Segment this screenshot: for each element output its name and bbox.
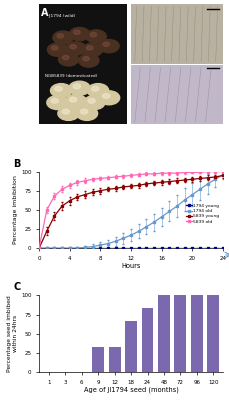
Bar	[131, 65, 222, 124]
Circle shape	[83, 96, 104, 110]
Bar	[92, 347, 104, 372]
Circle shape	[57, 34, 63, 38]
Circle shape	[53, 31, 73, 44]
Text: A: A	[41, 8, 48, 18]
Bar	[39, 4, 127, 124]
Bar	[141, 308, 153, 372]
Circle shape	[87, 98, 95, 103]
Circle shape	[62, 109, 69, 114]
Circle shape	[91, 86, 98, 91]
X-axis label: Age of JI1794 seed (months): Age of JI1794 seed (months)	[83, 387, 178, 393]
Text: B: B	[13, 158, 21, 168]
Circle shape	[51, 46, 58, 50]
Circle shape	[82, 43, 102, 56]
Circle shape	[50, 84, 71, 98]
Circle shape	[103, 42, 109, 46]
Circle shape	[86, 30, 106, 43]
Bar	[108, 347, 120, 372]
Bar	[125, 321, 136, 372]
Legend: 1794 young, 1794 old, 5839 young, 5839 old: 1794 young, 1794 old, 5839 young, 5839 o…	[184, 202, 220, 225]
Circle shape	[69, 81, 90, 95]
Circle shape	[62, 55, 69, 60]
Circle shape	[90, 32, 96, 37]
Bar	[157, 296, 169, 372]
Circle shape	[47, 96, 68, 110]
X-axis label: Hours: Hours	[121, 263, 140, 269]
Y-axis label: Percentage imbibition: Percentage imbibition	[13, 176, 18, 244]
Circle shape	[82, 56, 89, 61]
Circle shape	[98, 40, 119, 53]
Circle shape	[58, 53, 78, 66]
Y-axis label: Percentage seed imbibed
within 24hrs: Percentage seed imbibed within 24hrs	[7, 295, 18, 372]
Circle shape	[65, 94, 86, 108]
Circle shape	[51, 98, 58, 103]
Circle shape	[73, 84, 80, 89]
Circle shape	[55, 86, 62, 91]
Circle shape	[69, 28, 89, 41]
Text: NGB5839 (domesticated): NGB5839 (domesticated)	[44, 74, 96, 78]
Circle shape	[78, 54, 98, 67]
Bar	[174, 296, 185, 372]
Circle shape	[98, 91, 119, 105]
Circle shape	[76, 106, 97, 120]
Circle shape	[70, 44, 76, 49]
Bar	[190, 296, 202, 372]
Circle shape	[86, 46, 93, 50]
Circle shape	[69, 97, 76, 102]
Circle shape	[47, 43, 67, 56]
Text: C: C	[13, 282, 21, 292]
Circle shape	[73, 30, 80, 34]
Bar	[206, 296, 218, 372]
Circle shape	[102, 94, 109, 98]
Circle shape	[58, 106, 79, 120]
Circle shape	[80, 109, 87, 114]
Circle shape	[65, 42, 86, 55]
Circle shape	[87, 84, 108, 98]
Bar	[131, 4, 222, 64]
Text: JI1794 (wild): JI1794 (wild)	[48, 14, 75, 18]
